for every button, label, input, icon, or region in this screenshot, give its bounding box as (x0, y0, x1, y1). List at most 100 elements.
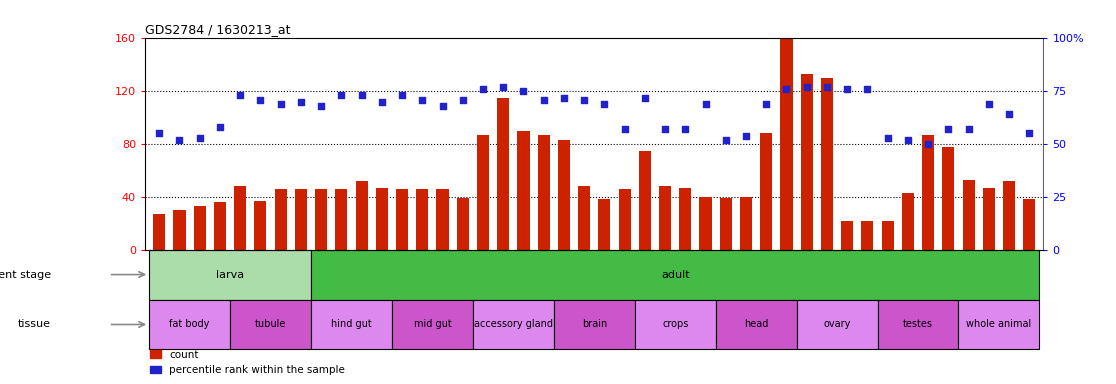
Point (920, 141, 937, 147)
Point (636, 94, 654, 101)
Bar (376, 187, 388, 250)
Bar (841, 220, 854, 250)
Point (716, 137, 734, 143)
Bar (234, 186, 247, 250)
Bar (821, 78, 833, 250)
Bar (473, 300, 554, 349)
Point (980, 101, 998, 107)
Point (838, 86, 856, 92)
Point (535, 97, 552, 103)
Bar (335, 189, 347, 250)
Text: accessory gland: accessory gland (474, 319, 552, 329)
Point (878, 135, 896, 141)
Bar (715, 300, 797, 349)
Point (616, 126, 634, 132)
Point (292, 99, 310, 105)
Point (818, 84, 836, 90)
Bar (877, 300, 959, 349)
Point (656, 126, 674, 132)
Bar (153, 214, 165, 250)
Point (555, 94, 573, 101)
Text: GDS2784 / 1630213_at: GDS2784 / 1630213_at (145, 23, 290, 36)
Text: fat body: fat body (170, 319, 210, 329)
Bar (680, 187, 692, 250)
Point (211, 124, 229, 130)
Bar (311, 300, 392, 349)
Point (858, 86, 876, 92)
Point (474, 86, 492, 92)
Point (514, 88, 532, 94)
Bar (275, 189, 287, 250)
Text: hind gut: hind gut (331, 319, 372, 329)
Point (575, 97, 593, 103)
Bar (635, 300, 715, 349)
Point (899, 137, 917, 143)
Bar (760, 134, 772, 250)
Text: larva: larva (217, 270, 244, 280)
Point (312, 103, 330, 109)
Point (353, 92, 371, 98)
Bar (392, 300, 473, 349)
Point (191, 135, 209, 141)
Text: development stage: development stage (0, 270, 51, 280)
Text: adult: adult (661, 270, 690, 280)
Bar (315, 189, 327, 250)
Bar (497, 98, 509, 250)
Bar (862, 220, 874, 250)
Point (413, 97, 431, 103)
Bar (800, 74, 812, 250)
Bar (538, 135, 550, 250)
Point (778, 86, 796, 92)
Bar (477, 135, 489, 250)
Text: whole animal: whole animal (966, 319, 1031, 329)
Bar (720, 198, 732, 250)
Point (434, 103, 452, 109)
Bar (194, 206, 205, 250)
Bar (150, 300, 230, 349)
Legend: count, percentile rank within the sample: count, percentile rank within the sample (151, 350, 345, 375)
Bar (959, 300, 1039, 349)
Bar (230, 300, 311, 349)
Bar (295, 189, 307, 250)
Point (494, 84, 512, 90)
Bar (173, 210, 185, 250)
Bar (780, 38, 792, 250)
Point (333, 92, 350, 98)
Bar (558, 140, 570, 250)
Bar (311, 250, 1039, 300)
Bar (1003, 181, 1016, 250)
Bar (660, 186, 671, 250)
Point (798, 84, 816, 90)
Bar (740, 197, 752, 250)
Bar (554, 300, 635, 349)
Point (373, 99, 391, 105)
Bar (214, 202, 227, 250)
Point (151, 131, 169, 137)
Text: tubule: tubule (254, 319, 286, 329)
Bar (254, 201, 267, 250)
Bar (598, 199, 610, 250)
Bar (962, 180, 974, 250)
Bar (882, 220, 894, 250)
Bar (902, 193, 914, 250)
Point (393, 92, 411, 98)
Point (454, 97, 472, 103)
Point (960, 126, 978, 132)
Bar (797, 300, 877, 349)
Bar (700, 197, 712, 250)
Bar (518, 131, 529, 250)
Point (171, 137, 189, 143)
Point (940, 126, 958, 132)
Point (251, 97, 269, 103)
Bar (618, 189, 631, 250)
Text: testes: testes (903, 319, 933, 329)
Bar (456, 198, 469, 250)
Point (696, 101, 714, 107)
Bar (396, 189, 408, 250)
Bar (436, 189, 449, 250)
Bar (150, 250, 311, 300)
Point (596, 101, 614, 107)
Text: mid gut: mid gut (414, 319, 451, 329)
Text: crops: crops (662, 319, 689, 329)
Text: ovary: ovary (824, 319, 850, 329)
